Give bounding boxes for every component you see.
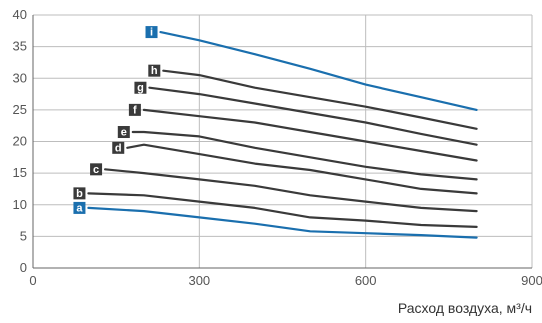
y-tick-labels: 0 5 10 15 20 25 30 35 40 [13, 7, 27, 275]
y-tick-label: 35 [13, 39, 27, 54]
series-tag-h [148, 64, 161, 77]
x-tick-label: 300 [188, 273, 210, 288]
series-line-e [131, 130, 478, 181]
series-tag-i [145, 26, 158, 39]
series-line-c [103, 168, 478, 213]
series-tag-c [90, 163, 103, 176]
y-tick-label: 15 [13, 165, 27, 180]
y-tick-label: 0 [20, 260, 27, 275]
series-tag-b [73, 187, 86, 200]
x-tick-labels: 0 300 600 900 [29, 273, 542, 288]
series-tag-label: g [137, 82, 144, 94]
series-tag-label: c [93, 164, 99, 176]
series-line-b [87, 192, 478, 228]
series-line-i [159, 30, 478, 112]
series-tag-f [128, 103, 141, 116]
series-lines [87, 30, 478, 239]
series-line-h [162, 69, 478, 130]
series-line-a [87, 206, 478, 239]
series-tag-label: a [76, 202, 83, 214]
series-tag-label: h [151, 65, 158, 77]
y-tick-label: 20 [13, 134, 27, 149]
series-line-d [126, 143, 478, 195]
x-tick-label: 600 [355, 273, 377, 288]
grid [33, 14, 533, 268]
x-tick-label: 0 [29, 273, 36, 288]
series-line-g [148, 86, 478, 146]
series-tag-label: d [115, 142, 122, 154]
x-tick-label: 900 [521, 273, 542, 288]
y-tick-label: 10 [13, 197, 27, 212]
axes [32, 15, 532, 269]
series-tag-a [73, 201, 86, 214]
series-tag-label: i [150, 27, 153, 39]
y-tick-label: 30 [13, 70, 27, 85]
series-tag-d [112, 141, 125, 154]
series-tag-label: f [133, 104, 137, 116]
series-tag-label: e [121, 127, 127, 139]
series-tag-e [117, 126, 130, 139]
series-tag-g [134, 81, 147, 94]
y-tick-label: 5 [20, 228, 27, 243]
series-line-f [142, 108, 478, 162]
series-tag-label: b [76, 188, 83, 200]
y-tick-label: 25 [13, 102, 27, 117]
x-axis-label: Расход воздуха, м³/ч [398, 300, 532, 316]
y-tick-label: 40 [13, 7, 27, 22]
